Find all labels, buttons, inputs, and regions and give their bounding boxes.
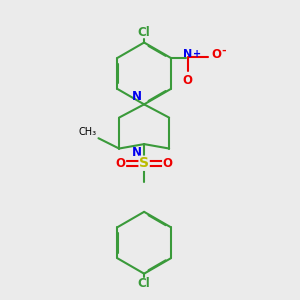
Text: S: S: [139, 156, 149, 170]
Text: N: N: [132, 146, 142, 159]
Text: N: N: [132, 90, 142, 103]
Text: +: +: [193, 50, 201, 59]
Text: N: N: [183, 50, 192, 59]
Text: -: -: [222, 46, 226, 56]
Text: O: O: [116, 157, 126, 170]
Text: O: O: [211, 48, 221, 61]
Text: Cl: Cl: [138, 26, 151, 39]
Text: O: O: [163, 157, 173, 170]
Text: Cl: Cl: [138, 277, 151, 290]
Text: CH₃: CH₃: [79, 127, 97, 137]
Text: O: O: [183, 74, 193, 87]
